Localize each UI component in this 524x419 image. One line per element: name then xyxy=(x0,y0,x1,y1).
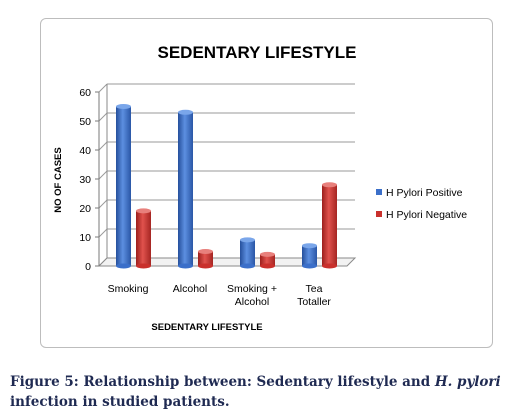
x-axis-title: SEDENTARY LIFESTYLE xyxy=(151,322,262,333)
figure-caption: Figure 5: Relationship between: Sedentar… xyxy=(10,372,510,412)
bar-top xyxy=(302,243,317,249)
x-tick-label-line: Smoking + xyxy=(227,283,277,295)
x-tick-label-line: Smoking xyxy=(108,283,149,295)
chart-title: SEDENTARY LIFESTYLE xyxy=(158,43,357,62)
bar-base xyxy=(260,263,275,269)
y-tick-label: 50 xyxy=(79,116,91,128)
x-tick-label-line: Alcohol xyxy=(235,296,269,308)
y-tick-label: 10 xyxy=(79,232,91,244)
bar-base xyxy=(240,263,255,269)
bar-chart: SEDENTARY LIFESTYLE 0 10 20 30 40 50 60 Smoking… xyxy=(53,43,467,333)
y-tick-label: 60 xyxy=(79,87,91,99)
x-tick-label-line: Alcohol xyxy=(173,283,207,295)
bar xyxy=(240,237,255,269)
gridline-depth xyxy=(98,141,108,151)
legend-swatch xyxy=(376,211,382,217)
gridline-depth xyxy=(98,228,108,238)
bar-body xyxy=(240,239,255,266)
x-tick-label: Alcohol xyxy=(173,283,207,295)
bar-top xyxy=(240,237,255,243)
bar xyxy=(116,104,131,269)
y-axis-title: NO OF CASES xyxy=(53,147,64,212)
bar xyxy=(136,208,151,269)
caption-italic: H. pylori xyxy=(434,374,501,390)
bar-base xyxy=(136,263,151,269)
bar xyxy=(322,182,337,269)
bar-top xyxy=(198,249,213,254)
bar-body xyxy=(302,245,317,266)
chart-frame xyxy=(40,18,493,348)
bar-base xyxy=(116,263,131,269)
gridline-depth xyxy=(98,83,108,93)
x-tick-label-line: Totaller xyxy=(297,296,331,308)
x-tick-label-line: Tea xyxy=(306,283,323,295)
bar-body xyxy=(260,254,275,266)
bar-base xyxy=(322,263,337,269)
bar xyxy=(260,251,275,269)
bar-body xyxy=(322,184,337,266)
x-tick-label: Tea Totaller xyxy=(297,283,331,308)
gridline-depth xyxy=(98,112,108,122)
axes xyxy=(95,84,357,267)
y-tick-label: 20 xyxy=(79,203,91,215)
bar-body xyxy=(116,106,131,266)
bar-base xyxy=(178,263,193,269)
gridline-depth xyxy=(98,199,108,209)
bar-body xyxy=(198,251,213,266)
caption-prefix: Figure 5: Relationship between: Sedentar… xyxy=(10,374,435,390)
caption-suffix: infection in studied patients. xyxy=(10,394,230,410)
bar-top xyxy=(178,109,193,115)
y-tick-label: 0 xyxy=(85,261,91,273)
bar-base xyxy=(198,263,213,269)
bar-top xyxy=(260,251,275,257)
bar-top xyxy=(116,104,131,109)
bar-body xyxy=(178,112,193,266)
x-tick-label: Smoking + Alcohol xyxy=(227,283,277,308)
x-tick-label: Smoking xyxy=(108,283,149,295)
bar xyxy=(198,249,213,269)
gridline-depth xyxy=(98,170,108,180)
legend: H Pylori Positive H Pylori Negative xyxy=(376,187,467,221)
legend-label: H Pylori Negative xyxy=(386,209,467,221)
bar xyxy=(178,109,193,269)
y-tick-label: 40 xyxy=(79,145,91,157)
bar xyxy=(302,243,317,269)
legend-label: H Pylori Positive xyxy=(386,187,463,199)
legend-swatch xyxy=(376,189,382,195)
y-tick-label: 30 xyxy=(79,174,91,186)
bar-top xyxy=(322,182,337,188)
bar-body xyxy=(136,210,151,266)
bar-base xyxy=(302,263,317,269)
bars xyxy=(116,104,337,269)
bar-top xyxy=(136,208,151,214)
